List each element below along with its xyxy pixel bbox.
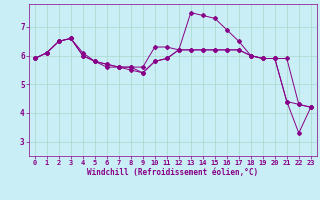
X-axis label: Windchill (Refroidissement éolien,°C): Windchill (Refroidissement éolien,°C) [87, 168, 258, 177]
